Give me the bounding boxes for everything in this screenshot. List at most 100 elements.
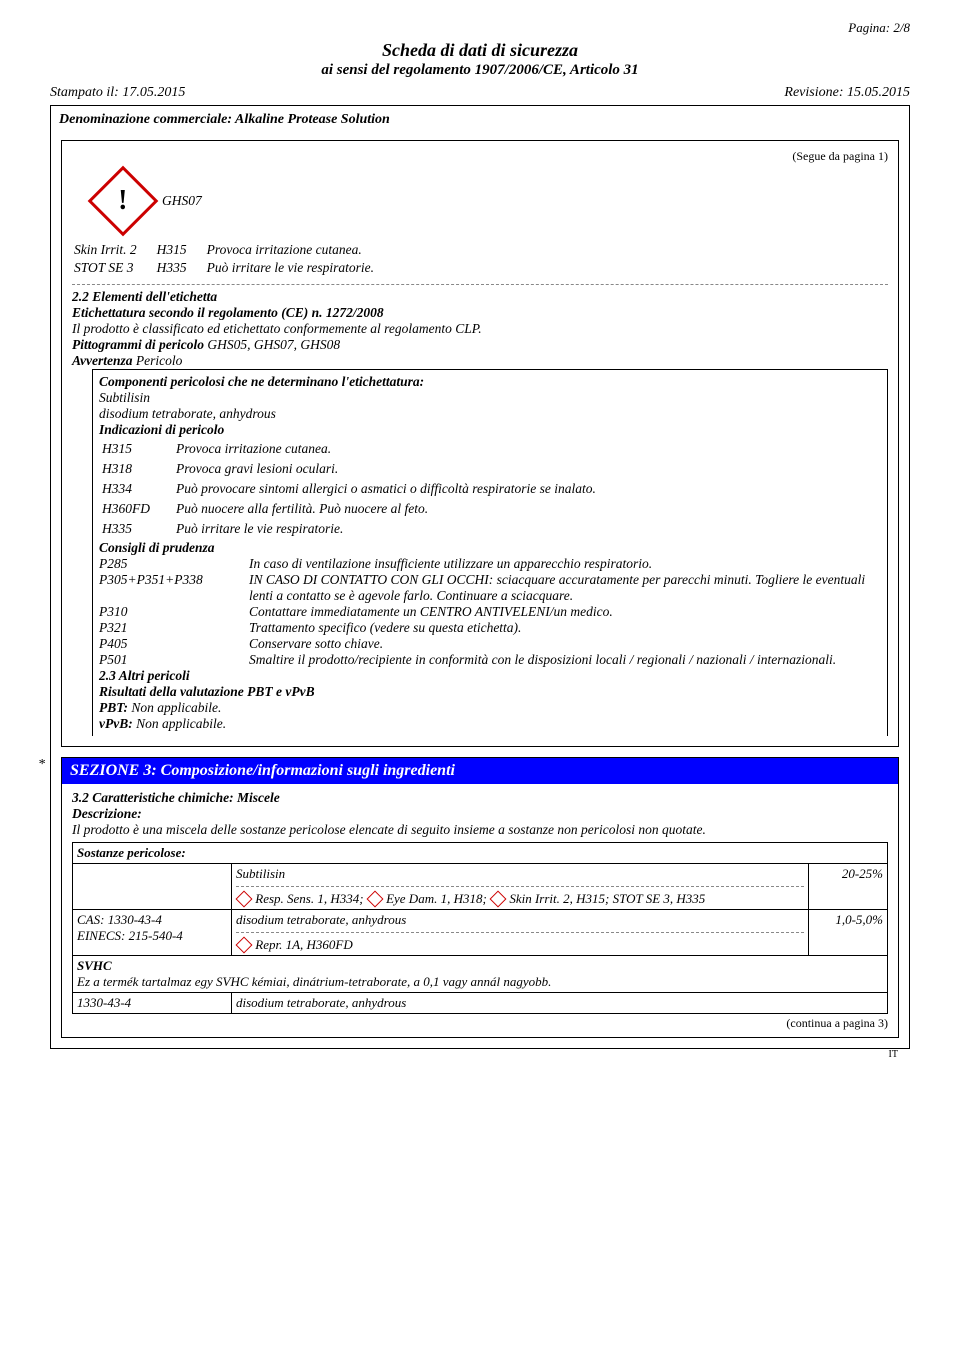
- class-code: H335: [157, 260, 205, 276]
- pcode: P285: [99, 556, 249, 572]
- ptext: IN CASO DI CONTATTO CON GLI OCCHI: sciac…: [249, 572, 881, 604]
- change-asterisk: *: [38, 757, 45, 773]
- cas-number: CAS: 1330-43-4: [77, 912, 227, 928]
- avvertenza-value: Pericolo: [133, 353, 183, 368]
- divider: [72, 284, 888, 285]
- language-code: IT: [50, 1049, 898, 1060]
- ptext: Contattare immediatamente un CENTRO ANTI…: [249, 604, 613, 620]
- einecs-number: EINECS: 215-540-4: [77, 928, 227, 944]
- htext: Può nuocere alla fertilità. Può nuocere …: [175, 500, 597, 518]
- ingredient-id: [73, 863, 232, 909]
- ingredient-pct: 20-25%: [809, 863, 888, 909]
- section-3-header: SEZIONE 3: Composizione/informazioni sug…: [62, 758, 898, 784]
- pcode: P405: [99, 636, 249, 652]
- section-2-box: (Segue da pagina 1) ! GHS07 Skin Irrit. …: [61, 140, 899, 747]
- class-name: STOT SE 3: [74, 260, 155, 276]
- svhc-cell: SVHC Ez a termék tartalmaz egy SVHC kémi…: [73, 955, 888, 992]
- htext: Provoca gravi lesioni oculari.: [175, 460, 597, 478]
- htext: Può provocare sintomi allergici o asmati…: [175, 480, 597, 498]
- outer-frame: Denominazione commerciale: Alkaline Prot…: [50, 105, 910, 1049]
- sec-2-2-title: 2.2 Elementi dell'etichetta: [72, 289, 888, 305]
- divider: [236, 886, 804, 887]
- ingredient-details: disodium tetraborate, anhydrous Repr. 1A…: [232, 909, 809, 955]
- divider: [236, 932, 804, 933]
- ingredient-details: Subtilisin Resp. Sens. 1, H334; Eye Dam.…: [232, 863, 809, 909]
- ingredient-name: Subtilisin: [236, 866, 804, 882]
- ptext: Trattamento specifico (vedere su questa …: [249, 620, 521, 636]
- ptext: Smaltire il prodotto/recipiente in confo…: [249, 652, 836, 668]
- descrizione-label: Descrizione:: [72, 806, 888, 822]
- sec-2-3-title: 2.3 Altri pericoli: [99, 668, 881, 684]
- ingredient-row: CAS: 1330-43-4 EINECS: 215-540-4 disodiu…: [73, 909, 888, 955]
- hazard-statements-table: H315Provoca irritazione cutanea. H318Pro…: [99, 438, 599, 540]
- pcode: P310: [99, 604, 249, 620]
- vpvb-value: Non applicabile.: [133, 716, 226, 731]
- doc-subtitle: ai sensi del regolamento 1907/2006/CE, A…: [50, 62, 910, 79]
- page-container: Pagina: 2/8 Scheda di dati di sicurezza …: [0, 0, 960, 1080]
- class-text: Provoca irritazione cutanea.: [207, 242, 392, 258]
- ghs-mini-icon: [236, 936, 253, 953]
- ptext: Conservare sotto chiave.: [249, 636, 383, 652]
- class-text: Può irritare le vie respiratorie.: [207, 260, 392, 276]
- etichettatura-text: Il prodotto è classificato ed etichettat…: [72, 321, 888, 337]
- classification-row: Skin Irrit. 2 H315 Provoca irritazione c…: [74, 242, 392, 258]
- ingredient-hazard: Repr. 1A, H360FD: [255, 937, 353, 952]
- pittogrammi-value: GHS05, GHS07, GHS08: [204, 337, 340, 352]
- svhc-text: Ez a termék tartalmaz egy SVHC kémiai, d…: [77, 974, 883, 990]
- pbt-value: Non applicabile.: [128, 700, 221, 715]
- htext: Provoca irritazione cutanea.: [175, 440, 597, 458]
- hcode: H334: [101, 480, 173, 498]
- sostanze-title: Sostanze pericolose:: [73, 842, 888, 863]
- ghs-code-label: GHS07: [162, 193, 202, 209]
- ingredient-hazard: Skin Irrit. 2, H315; STOT SE 3, H335: [509, 891, 705, 906]
- ghs-pictogram-row: ! GHS07: [92, 170, 888, 232]
- class-name: Skin Irrit. 2: [74, 242, 155, 258]
- pbt-title: Risultati della valutazione PBT e vPvB: [99, 684, 881, 700]
- header-meta-row: Stampato il: 17.05.2015 Revisione: 15.05…: [50, 85, 910, 101]
- pcode: P501: [99, 652, 249, 668]
- ghs-mini-icon: [490, 890, 507, 907]
- ghs07-pictogram-icon: !: [88, 165, 159, 236]
- continued-from: (Segue da pagina 1): [72, 149, 888, 164]
- hcode: H335: [101, 520, 173, 538]
- ghs-mini-icon: [236, 890, 253, 907]
- indicazioni-title: Indicazioni di pericolo: [99, 422, 881, 438]
- componenti-item: disodium tetraborate, anhydrous: [99, 406, 881, 422]
- denomination: Denominazione commerciale: Alkaline Prot…: [51, 106, 909, 134]
- componenti-item: Subtilisin: [99, 390, 881, 406]
- consigli-title: Consigli di prudenza: [99, 540, 881, 556]
- ingredient-hazard: Resp. Sens. 1, H334;: [255, 891, 367, 906]
- pcode: P305+P351+P338: [99, 572, 249, 604]
- descrizione-text: Il prodotto è una miscela delle sostanze…: [72, 822, 888, 838]
- pcode: P321: [99, 620, 249, 636]
- svhc-label: SVHC: [77, 958, 883, 974]
- hcode: H360FD: [101, 500, 173, 518]
- svhc-row: 1330-43-4 disodium tetraborate, anhydrou…: [73, 992, 888, 1013]
- class-code: H315: [157, 242, 205, 258]
- doc-title: Scheda di dati di sicurezza: [50, 40, 910, 62]
- htext: Può irritare le vie respiratorie.: [175, 520, 597, 538]
- ingredient-hazard: Eye Dam. 1, H318;: [386, 891, 490, 906]
- page-number: Pagina: 2/8: [50, 20, 910, 36]
- classification-row: STOT SE 3 H335 Può irritare le vie respi…: [74, 260, 392, 276]
- ptext: In caso di ventilazione insufficiente ut…: [249, 556, 652, 572]
- hcode: H315: [101, 440, 173, 458]
- componenti-box: Componenti pericolosi che ne determinano…: [92, 369, 888, 736]
- ingredients-table: Sostanze pericolose: Subtilisin Resp. Se…: [72, 842, 888, 1014]
- svhc-name: disodium tetraborate, anhydrous: [232, 992, 888, 1013]
- vpvb-label: vPvB:: [99, 716, 133, 731]
- pittogrammi-label: Pittogrammi di pericolo: [72, 337, 204, 352]
- svhc-cas: 1330-43-4: [73, 992, 232, 1013]
- section-3-box: SEZIONE 3: Composizione/informazioni sug…: [61, 757, 899, 1038]
- etichettatura-title: Etichettatura secondo il regolamento (CE…: [72, 305, 384, 320]
- revision-date: Revisione: 15.05.2015: [784, 85, 910, 101]
- hcode: H318: [101, 460, 173, 478]
- printed-date: Stampato il: 17.05.2015: [50, 85, 185, 101]
- ingredient-id: CAS: 1330-43-4 EINECS: 215-540-4: [73, 909, 232, 955]
- ingredient-row: Subtilisin Resp. Sens. 1, H334; Eye Dam.…: [73, 863, 888, 909]
- continued-on: (continua a pagina 3): [72, 1016, 888, 1031]
- classification-table: Skin Irrit. 2 H315 Provoca irritazione c…: [72, 240, 394, 278]
- sec-3-2-title: 3.2 Caratteristiche chimiche: Miscele: [72, 790, 888, 806]
- avvertenza-label: Avvertenza: [72, 353, 133, 368]
- ingredient-name: disodium tetraborate, anhydrous: [236, 912, 804, 928]
